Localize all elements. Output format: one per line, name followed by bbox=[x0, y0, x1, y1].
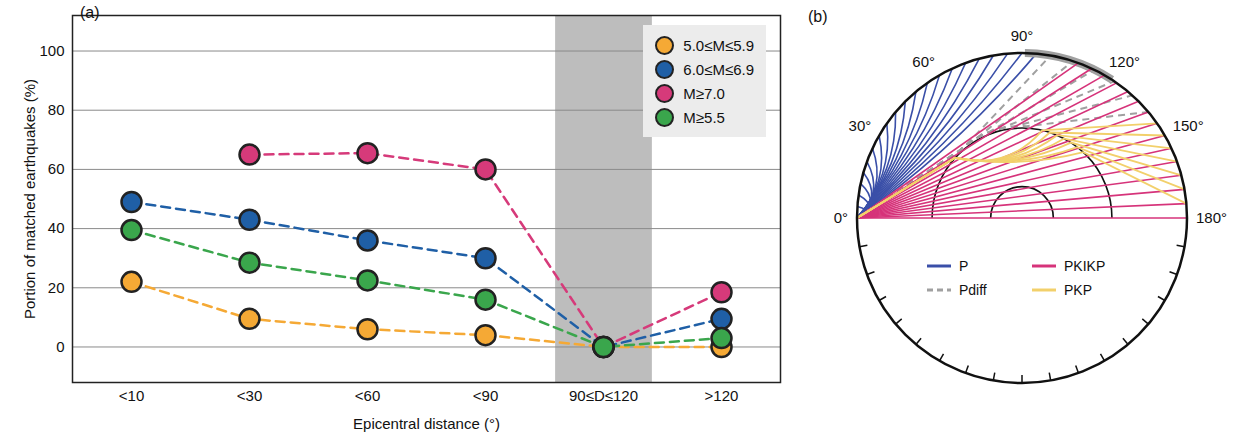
svg-text:120°: 120° bbox=[1109, 53, 1140, 70]
svg-text:PKP: PKP bbox=[1064, 282, 1092, 298]
html-text:M≥5.5: M≥5.5 bbox=[683, 108, 725, 126]
html-text:(a): (a) bbox=[80, 4, 100, 21]
svg-text:(b): (b) bbox=[808, 8, 828, 25]
svg-text:90°: 90° bbox=[1011, 27, 1034, 44]
svg-text:150°: 150° bbox=[1173, 117, 1204, 134]
svg-text:P: P bbox=[959, 258, 968, 274]
html-text:5.0≤M≤5.9: 5.0≤M≤5.9 bbox=[683, 36, 754, 54]
svg-text:0: 0 bbox=[56, 338, 64, 355]
svg-text:<30: <30 bbox=[237, 387, 262, 404]
svg-text:180°: 180° bbox=[1196, 209, 1227, 226]
svg-text:0°: 0° bbox=[834, 209, 848, 226]
svg-text:<10: <10 bbox=[119, 387, 144, 404]
svg-text:40: 40 bbox=[48, 219, 65, 236]
html-text:6.0≤M≤6.9: 6.0≤M≤6.9 bbox=[683, 60, 754, 78]
svg-text:>120: >120 bbox=[705, 387, 739, 404]
svg-text:Pdiff: Pdiff bbox=[959, 282, 987, 298]
svg-text:90≤D≤120: 90≤D≤120 bbox=[569, 387, 638, 404]
svg-text:80: 80 bbox=[48, 101, 65, 118]
svg-text:60: 60 bbox=[48, 160, 65, 177]
svg-text:Epicentral distance (°): Epicentral distance (°) bbox=[353, 415, 500, 432]
html-text:M≥7.0: M≥7.0 bbox=[683, 84, 725, 102]
svg-text:PKIKP: PKIKP bbox=[1064, 258, 1105, 274]
svg-text:<60: <60 bbox=[355, 387, 380, 404]
svg-text:100: 100 bbox=[39, 42, 64, 59]
svg-text:<90: <90 bbox=[473, 387, 498, 404]
svg-text:Portion of matched earthquakes: Portion of matched earthquakes (%) bbox=[21, 79, 38, 319]
svg-text:60°: 60° bbox=[912, 53, 935, 70]
svg-text:20: 20 bbox=[48, 279, 65, 296]
svg-text:30°: 30° bbox=[849, 117, 872, 134]
